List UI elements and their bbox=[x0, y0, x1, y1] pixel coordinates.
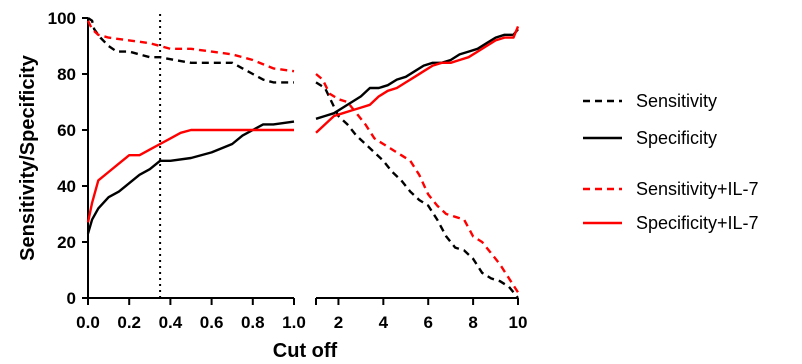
x-tick-label: 1.0 bbox=[282, 313, 306, 332]
series-line-specificity-il-7-panel1 bbox=[86, 128, 294, 223]
x-tick-label: 0.4 bbox=[159, 313, 183, 332]
x-tick-label: 4 bbox=[379, 313, 389, 332]
x-tick-label: 0.2 bbox=[117, 313, 141, 332]
x-tick-label: 0.8 bbox=[241, 313, 265, 332]
series-line-sensitivity-il-7-panel1 bbox=[86, 20, 295, 73]
labels-layer: 0 20 40 60 80 100 0.0 0.2 0.4 0.6 0.8 1.0 2 4 6 8 10 bbox=[48, 9, 528, 332]
legend-label: Specificity bbox=[636, 128, 717, 148]
y-tick-label: 60 bbox=[57, 121, 76, 140]
series-line-sensitivity-panel1 bbox=[87, 17, 294, 84]
y-tick-label: 0 bbox=[67, 289, 76, 308]
axes-layer bbox=[82, 17, 519, 305]
x-tick-label: 6 bbox=[423, 313, 432, 332]
series-line-sensitivity-il-7-panel2 bbox=[315, 73, 520, 294]
y-tick-label: 40 bbox=[57, 177, 76, 196]
y-tick-label: 20 bbox=[57, 233, 76, 252]
x-tick-label: 8 bbox=[468, 313, 477, 332]
y-axis-title: Sensitivity/Specificity bbox=[17, 54, 39, 261]
series-line-specificity-panel1 bbox=[86, 120, 295, 234]
x-axis-title: Cut off bbox=[273, 340, 338, 362]
x-tick-label: 0.6 bbox=[200, 313, 224, 332]
series-line-specificity-il-7-panel2 bbox=[315, 25, 520, 134]
legend: Sensitivity Specificity Sensitivity+IL-7 Sp… bbox=[583, 91, 759, 233]
x-tick-label: 10 bbox=[509, 313, 528, 332]
series-line-specificity-panel2 bbox=[315, 28, 519, 120]
series-line-sensitivity-panel2 bbox=[315, 81, 519, 299]
legend-label: Specificity+IL-7 bbox=[636, 213, 759, 233]
x-tick-label: 0.0 bbox=[76, 313, 100, 332]
y-tick-label: 80 bbox=[57, 65, 76, 84]
legend-label: Sensitivity+IL-7 bbox=[636, 179, 759, 199]
x-tick-label: 2 bbox=[334, 313, 343, 332]
series-layer bbox=[86, 14, 520, 299]
legend-label: Sensitivity bbox=[636, 91, 717, 111]
y-tick-label: 100 bbox=[48, 9, 76, 28]
